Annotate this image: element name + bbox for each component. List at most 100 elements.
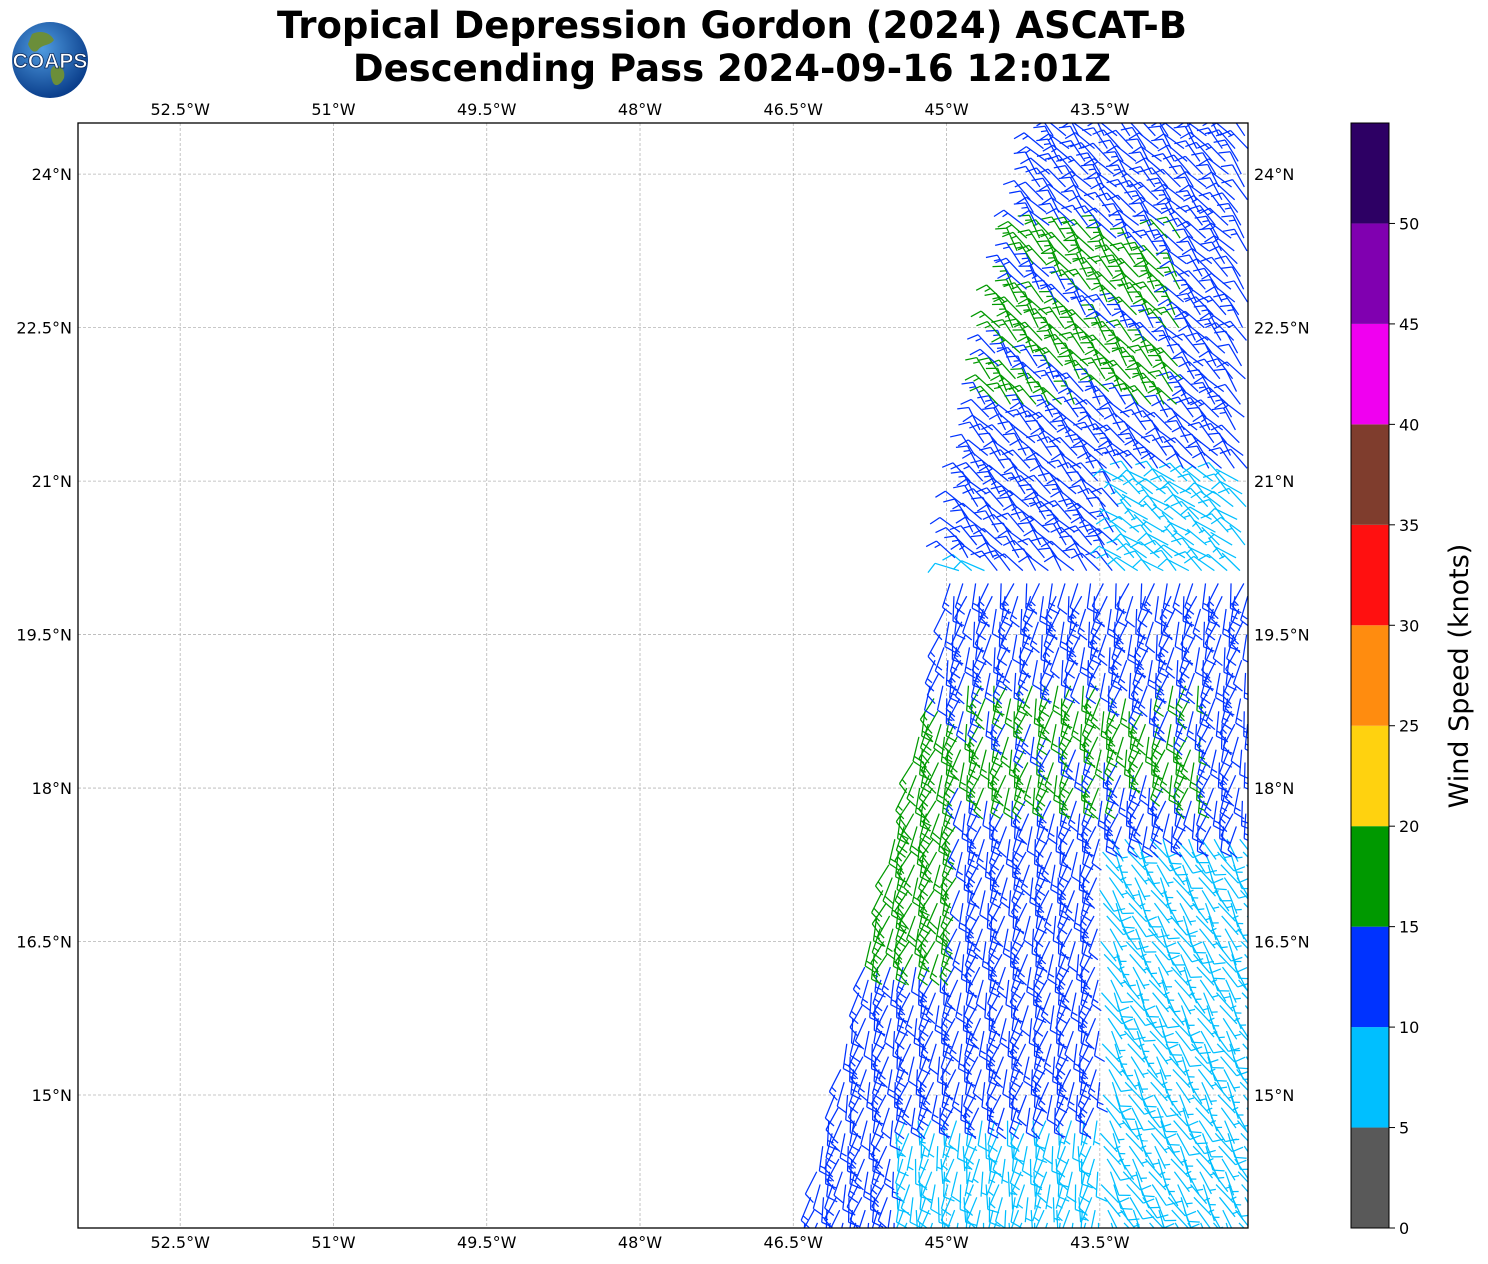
barb-staff [1131, 915, 1147, 938]
wind-barb [1097, 1222, 1100, 1228]
barb-flag [1150, 798, 1161, 807]
wind-barb [972, 1069, 983, 1101]
wind-barb [1218, 1145, 1247, 1166]
barb-flag [870, 1143, 881, 1153]
wind-barb [904, 1005, 915, 1037]
barb-staff [1081, 685, 1085, 711]
barb-staff [1160, 928, 1169, 953]
barb-staff [1059, 1069, 1072, 1093]
wind-barb [975, 1209, 981, 1228]
barb-staff [1019, 647, 1022, 673]
barb-staff [1170, 1158, 1189, 1178]
barb-staff [1227, 890, 1238, 914]
wind-barb [1242, 851, 1248, 858]
barb-staff [1110, 1222, 1114, 1228]
wind-barb [922, 1081, 935, 1114]
barb-half [1197, 780, 1204, 786]
barb-flag [943, 746, 954, 756]
barb-staff [853, 1222, 857, 1228]
barb-half [1126, 1074, 1134, 1077]
barb-half [1079, 1076, 1086, 1080]
barb-flag [1055, 1129, 1065, 1139]
barb-flag [990, 940, 1002, 947]
barb-staff [1009, 941, 1012, 967]
barb-half [990, 869, 996, 875]
wind-barb [955, 711, 967, 743]
barb-flag [1012, 1170, 1024, 1177]
barb-staff [803, 1209, 815, 1228]
barb-flag [944, 1091, 953, 1101]
barb-staff [1032, 1017, 1045, 1041]
wind-barb [1057, 1017, 1071, 1050]
barb-staff [1172, 813, 1183, 838]
barb-flag [919, 927, 930, 935]
barb-flag [824, 1168, 834, 1178]
wind-barb [1188, 890, 1205, 914]
barb-flag [1012, 939, 1024, 948]
barb-flag [1094, 1055, 1105, 1063]
barb-staff [1007, 1031, 1011, 1057]
barb-flag [864, 965, 876, 973]
wind-barb [1023, 915, 1034, 948]
wind-barb [920, 1209, 930, 1228]
wind-barb [1218, 953, 1248, 973]
barb-flag [866, 1248, 877, 1253]
barb-staff [1025, 1107, 1031, 1133]
wind-barb [1080, 1056, 1094, 1088]
wind-barb [1104, 1196, 1124, 1218]
barb-staff [1228, 1184, 1237, 1209]
barb-half [1256, 954, 1262, 957]
wind-barb [1077, 1043, 1091, 1076]
wind-barb [852, 966, 866, 999]
barb-staff [940, 1005, 953, 1029]
barb-half [1197, 908, 1205, 911]
wind-barb [952, 941, 963, 973]
barb-staff [1145, 966, 1162, 988]
barb-flag [941, 1208, 952, 1216]
wind-barb [931, 1094, 943, 1127]
barb-half [968, 933, 975, 939]
barb-staff [894, 1107, 903, 1132]
wind-barb [1064, 1030, 1075, 1063]
wind-barb [894, 1107, 905, 1140]
barb-flag [1031, 1093, 1043, 1100]
wind-barb [963, 1133, 975, 1165]
barb-staff [1135, 928, 1146, 953]
barb-staff [870, 1120, 881, 1145]
barb-staff [1174, 1222, 1180, 1228]
barb-half [942, 1165, 949, 1171]
wind-barb [875, 1145, 888, 1178]
barb-staff [846, 1146, 849, 1172]
barb-staff [1037, 1171, 1048, 1196]
barb-half [1141, 1160, 1148, 1164]
barb-half [1152, 754, 1158, 760]
barb-flag [950, 1195, 962, 1204]
barb-half [1256, 1126, 1262, 1127]
barb-half [877, 1163, 884, 1170]
barb-staff [1169, 1056, 1187, 1076]
wind-barb [1105, 1107, 1126, 1129]
barb-staff [965, 915, 967, 941]
wind-barb [991, 1005, 1004, 1037]
barb-flag [1009, 1233, 1018, 1241]
barb-staff [825, 1133, 833, 1158]
barb-flag [917, 1079, 927, 1089]
barb-flag [846, 1206, 856, 1216]
barb-staff [1030, 1069, 1033, 1095]
wind-barb [1025, 1107, 1037, 1139]
barb-half [1046, 780, 1053, 786]
barb-flag [1079, 671, 1091, 679]
wind-barb [1107, 1209, 1124, 1228]
wind-barb [1112, 1133, 1126, 1158]
barb-flag [1056, 1016, 1068, 1024]
wind-barb [1062, 1209, 1071, 1228]
barb-staff [1173, 736, 1175, 762]
barb-half [920, 793, 927, 799]
barb-staff [960, 954, 965, 980]
barb-staff [1139, 992, 1148, 1017]
barb-flag [940, 991, 952, 998]
barb-half [1120, 945, 1127, 948]
barb-staff [975, 698, 986, 722]
barb-half [1142, 983, 1150, 987]
wind-barb [1112, 941, 1127, 966]
